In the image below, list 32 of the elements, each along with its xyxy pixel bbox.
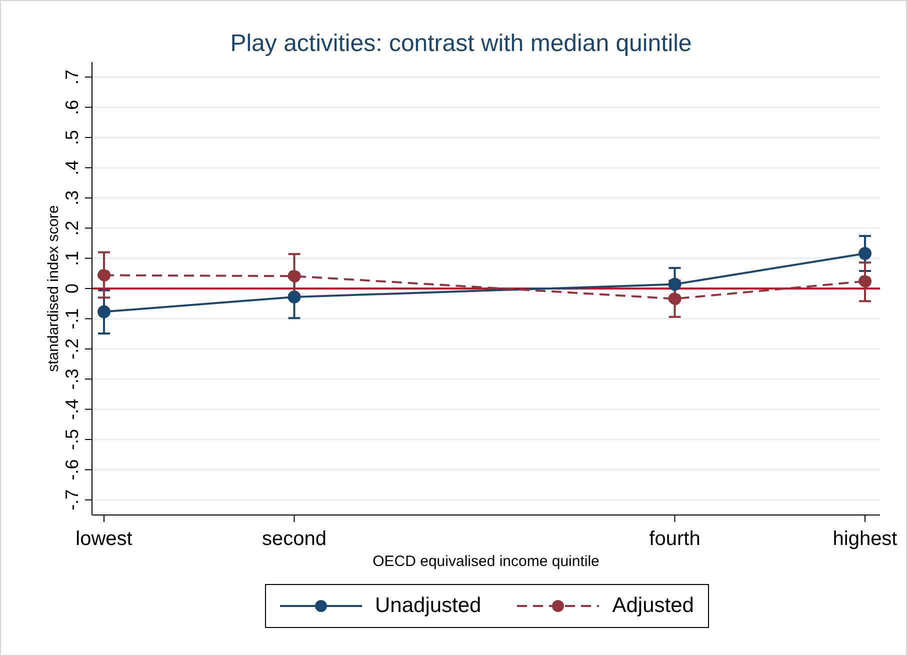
point bbox=[98, 268, 110, 282]
x-tick-label: lowest bbox=[76, 528, 133, 550]
point bbox=[98, 305, 110, 318]
point bbox=[668, 292, 682, 306]
y-tick-label: -.5 bbox=[62, 428, 82, 450]
y-tick-label: .4 bbox=[62, 160, 82, 176]
point bbox=[858, 246, 872, 260]
legend-label: Unadjusted bbox=[375, 594, 482, 618]
y-tick-label: -.2 bbox=[62, 338, 82, 360]
y-tick-label: -.6 bbox=[62, 459, 82, 480]
y-tick-label: -.1 bbox=[62, 308, 82, 330]
y-tick-label: .3 bbox=[62, 190, 82, 206]
y-axis-title: standardised index score bbox=[45, 205, 62, 372]
y-tick-label: 0 bbox=[62, 283, 82, 294]
legend-label: Adjusted bbox=[612, 594, 694, 618]
y-tick-label: -.3 bbox=[62, 368, 82, 390]
x-tick-label: fourth bbox=[649, 528, 700, 550]
point bbox=[668, 278, 682, 291]
x-axis-title: OECD equivalised income quintile bbox=[372, 553, 600, 570]
point bbox=[288, 270, 301, 283]
y-tick-label: .5 bbox=[62, 130, 82, 146]
chart-title: Play activities: contrast with median quintile bbox=[229, 30, 693, 58]
point bbox=[288, 290, 301, 304]
y-tick-label: .7 bbox=[62, 70, 82, 85]
point bbox=[858, 274, 872, 288]
y-tick-label: -.7 bbox=[62, 489, 82, 510]
y-tick-label: -.4 bbox=[62, 398, 82, 420]
x-tick-label: highest bbox=[832, 528, 898, 550]
x-tick-label: second bbox=[262, 528, 326, 550]
y-tick-label: .2 bbox=[62, 220, 82, 236]
y-tick-label: .6 bbox=[62, 100, 82, 115]
y-tick-label: .1 bbox=[62, 250, 82, 266]
